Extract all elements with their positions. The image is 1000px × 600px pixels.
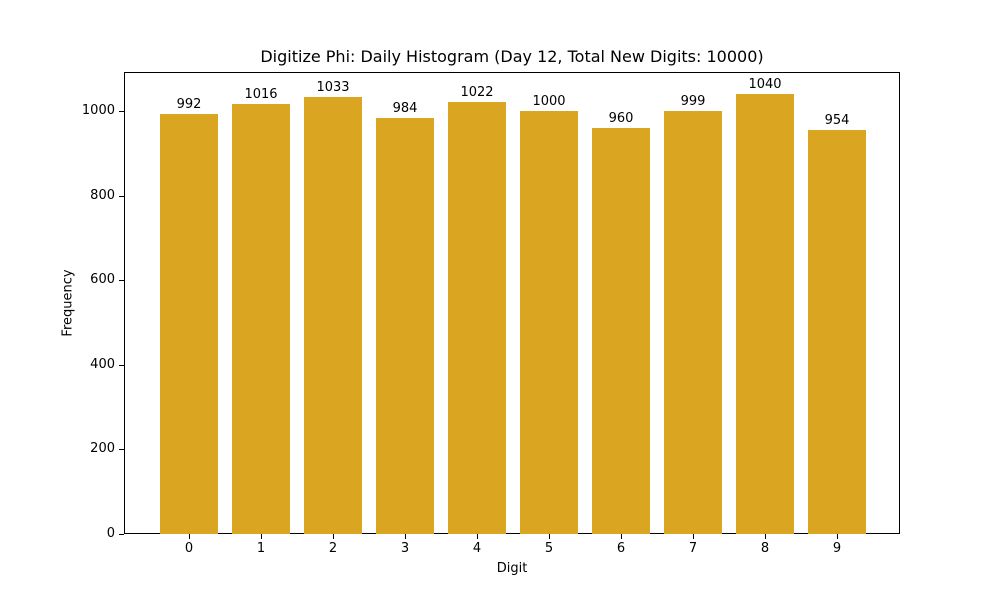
x-axis-label: Digit — [496, 561, 528, 576]
x-tick-label: 3 — [400, 541, 410, 556]
bar-value-label: 992 — [176, 97, 202, 113]
x-tick-label: 1 — [256, 541, 266, 556]
bar — [448, 101, 506, 534]
x-tick — [549, 534, 550, 539]
x-tick-label: 2 — [328, 541, 338, 556]
x-tick-label: 4 — [472, 541, 482, 556]
y-tick — [119, 449, 124, 451]
bar — [160, 114, 218, 534]
chart-title: Digitize Phi: Daily Histogram (Day 12, T… — [260, 47, 764, 66]
bar — [592, 127, 650, 534]
x-tick — [405, 534, 406, 539]
x-tick-label: 7 — [688, 541, 698, 556]
bar-value-label: 1022 — [460, 84, 494, 100]
y-tick-label: 1000 — [81, 102, 115, 118]
y-tick — [119, 280, 124, 282]
y-tick-label: 0 — [106, 526, 115, 541]
bar — [520, 110, 578, 534]
x-tick-label: 0 — [184, 541, 194, 556]
y-tick — [119, 195, 124, 197]
x-tick — [621, 534, 622, 539]
y-tick — [119, 364, 124, 366]
bar-value-label: 1040 — [748, 77, 782, 92]
bar — [232, 104, 290, 534]
bar-value-label: 1033 — [316, 79, 350, 95]
bar — [376, 117, 434, 534]
x-tick-label: 5 — [544, 541, 554, 556]
x-tick — [477, 534, 478, 539]
x-tick — [333, 534, 334, 539]
bar-value-label: 999 — [680, 94, 706, 110]
y-tick — [119, 534, 124, 535]
y-tick — [119, 110, 124, 112]
bar — [304, 96, 362, 534]
y-tick-label: 800 — [90, 187, 115, 203]
bar-value-label: 954 — [824, 113, 850, 129]
bar — [736, 94, 794, 534]
plot-area — [124, 72, 900, 534]
bar-value-label: 960 — [608, 110, 634, 126]
bar — [664, 111, 722, 534]
x-tick-label: 6 — [616, 541, 626, 556]
y-tick-label: 200 — [90, 441, 115, 457]
x-tick — [693, 534, 694, 539]
y-tick-label: 600 — [90, 272, 115, 288]
x-tick — [261, 534, 262, 539]
x-tick — [189, 534, 190, 539]
bar — [808, 130, 866, 534]
x-tick — [765, 534, 766, 539]
bar-value-label: 1016 — [244, 87, 278, 103]
x-tick-label: 8 — [760, 541, 770, 556]
bar-value-label: 984 — [392, 100, 418, 116]
bar-value-label: 1000 — [532, 93, 566, 109]
x-tick — [837, 534, 838, 539]
y-tick-label: 400 — [90, 356, 115, 372]
y-axis-label: Frequency — [60, 269, 76, 337]
x-tick-label: 9 — [832, 541, 842, 556]
